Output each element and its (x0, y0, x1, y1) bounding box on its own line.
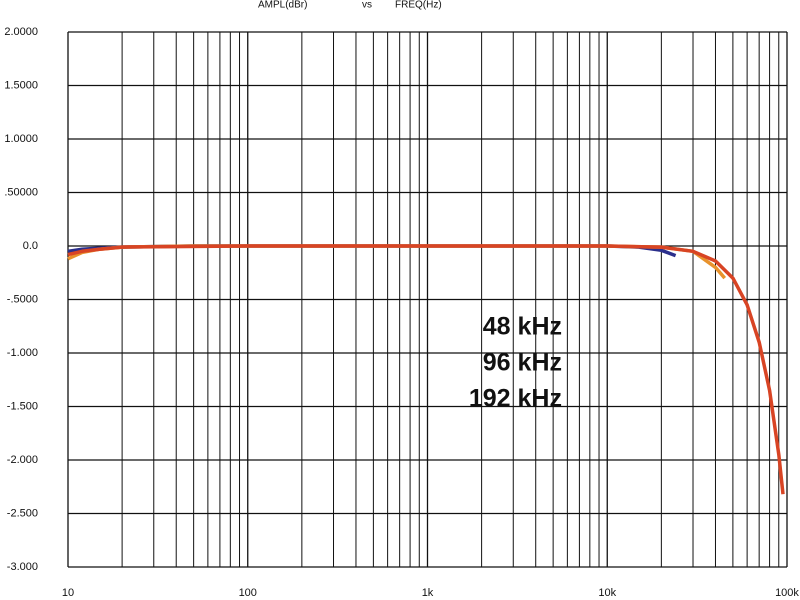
y-tick-label: 2.0000 (4, 26, 38, 38)
y-tick-label: 0.0 (23, 240, 38, 252)
legend-label: 96 kHz (483, 349, 562, 377)
series-line (67, 244, 785, 495)
series-line (67, 244, 727, 280)
x-tick-label: 10 (62, 587, 74, 599)
x-tick-label: 100k (775, 587, 799, 599)
y-tick-label: -1.000 (7, 347, 38, 359)
title-part: vs (362, 0, 372, 11)
y-tick-label: 1.5000 (4, 79, 38, 91)
x-tick-label: 100 (239, 587, 257, 599)
y-tick-label: .50000 (4, 186, 38, 198)
title-part: FREQ(Hz) (395, 0, 442, 11)
legend-label: 192 kHz (469, 385, 562, 413)
legend-label: 48 kHz (483, 313, 562, 341)
title-part: AMPL(dBr) (258, 0, 307, 11)
x-tick-label: 1k (422, 587, 434, 599)
y-tick-label: -1.500 (7, 400, 38, 412)
y-tick-label: -2.500 (7, 507, 38, 519)
x-tick-label: 10k (598, 587, 616, 599)
y-tick-label: -3.000 (7, 561, 38, 573)
y-tick-label: -.5000 (7, 293, 38, 305)
y-tick-label: -2.000 (7, 454, 38, 466)
y-tick-label: 1.0000 (4, 133, 38, 145)
